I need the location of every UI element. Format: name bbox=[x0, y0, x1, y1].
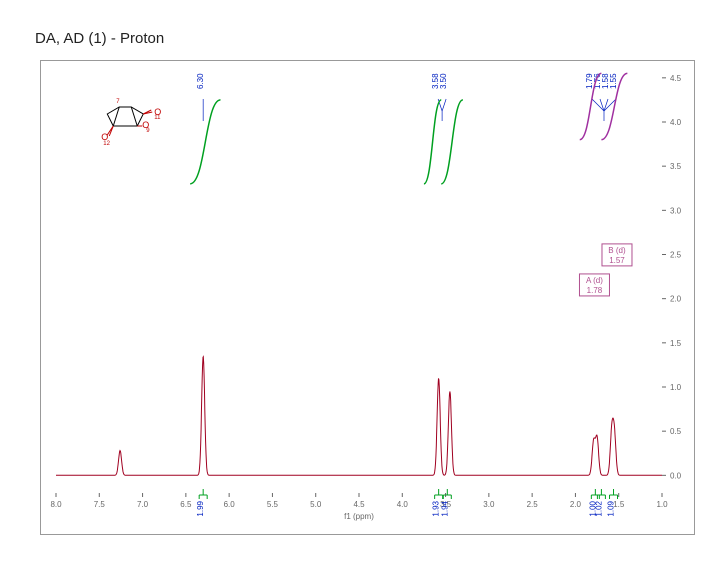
svg-text:7.5: 7.5 bbox=[94, 500, 106, 509]
svg-text:7.0: 7.0 bbox=[137, 500, 149, 509]
svg-text:2.0: 2.0 bbox=[570, 500, 582, 509]
svg-text:1.02: 1.02 bbox=[594, 500, 603, 516]
plot-frame: 1.0 1.5 2.0 2.5 3.0 3.5 4.0 4.5 5.0 5.5 6.0 6.5 7.0 7… bbox=[40, 60, 695, 535]
structure-icon: OOO711912 bbox=[101, 99, 161, 147]
page-title: DA, AD (1) - Proton bbox=[35, 30, 164, 47]
svg-text:4.0: 4.0 bbox=[670, 118, 682, 127]
svg-text:3.50: 3.50 bbox=[439, 73, 448, 89]
svg-text:f1 (ppm): f1 (ppm) bbox=[344, 512, 374, 521]
svg-text:11: 11 bbox=[154, 115, 161, 121]
svg-text:1.99: 1.99 bbox=[196, 500, 205, 516]
svg-text:1.57: 1.57 bbox=[609, 256, 625, 265]
svg-text:2.5: 2.5 bbox=[670, 251, 682, 260]
svg-text:9: 9 bbox=[146, 128, 150, 134]
svg-text:5.5: 5.5 bbox=[267, 500, 279, 509]
svg-text:1.93: 1.93 bbox=[432, 500, 441, 516]
svg-text:8.0: 8.0 bbox=[50, 500, 62, 509]
svg-text:5.0: 5.0 bbox=[310, 500, 322, 509]
svg-text:1.5: 1.5 bbox=[670, 339, 682, 348]
svg-text:7: 7 bbox=[116, 99, 120, 105]
svg-text:1.55: 1.55 bbox=[609, 73, 618, 89]
svg-text:0.5: 0.5 bbox=[670, 427, 682, 436]
svg-text:6.5: 6.5 bbox=[180, 500, 192, 509]
svg-text:1.09: 1.09 bbox=[607, 500, 616, 516]
nmr-plot: 1.0 1.5 2.0 2.5 3.0 3.5 4.0 4.5 5.0 5.5 6.0 6.5 7.0 7… bbox=[41, 61, 696, 536]
svg-text:1.0: 1.0 bbox=[670, 383, 682, 392]
svg-text:2.0: 2.0 bbox=[670, 295, 682, 304]
svg-text:6.30: 6.30 bbox=[196, 73, 205, 89]
svg-text:4.5: 4.5 bbox=[353, 500, 365, 509]
svg-text:6.0: 6.0 bbox=[224, 500, 236, 509]
svg-text:1.78: 1.78 bbox=[587, 286, 603, 295]
svg-text:B (d): B (d) bbox=[608, 246, 626, 255]
svg-text:4.0: 4.0 bbox=[397, 500, 409, 509]
svg-text:1.94: 1.94 bbox=[440, 500, 449, 516]
svg-text:0.0: 0.0 bbox=[670, 471, 682, 480]
svg-text:1.0: 1.0 bbox=[656, 500, 668, 509]
svg-text:3.0: 3.0 bbox=[670, 206, 682, 215]
svg-text:3.5: 3.5 bbox=[670, 162, 682, 171]
svg-text:2.5: 2.5 bbox=[527, 500, 539, 509]
svg-text:A (d): A (d) bbox=[586, 276, 603, 285]
svg-text:12: 12 bbox=[103, 141, 110, 147]
svg-text:4.5: 4.5 bbox=[670, 74, 682, 83]
svg-text:3.0: 3.0 bbox=[483, 500, 495, 509]
